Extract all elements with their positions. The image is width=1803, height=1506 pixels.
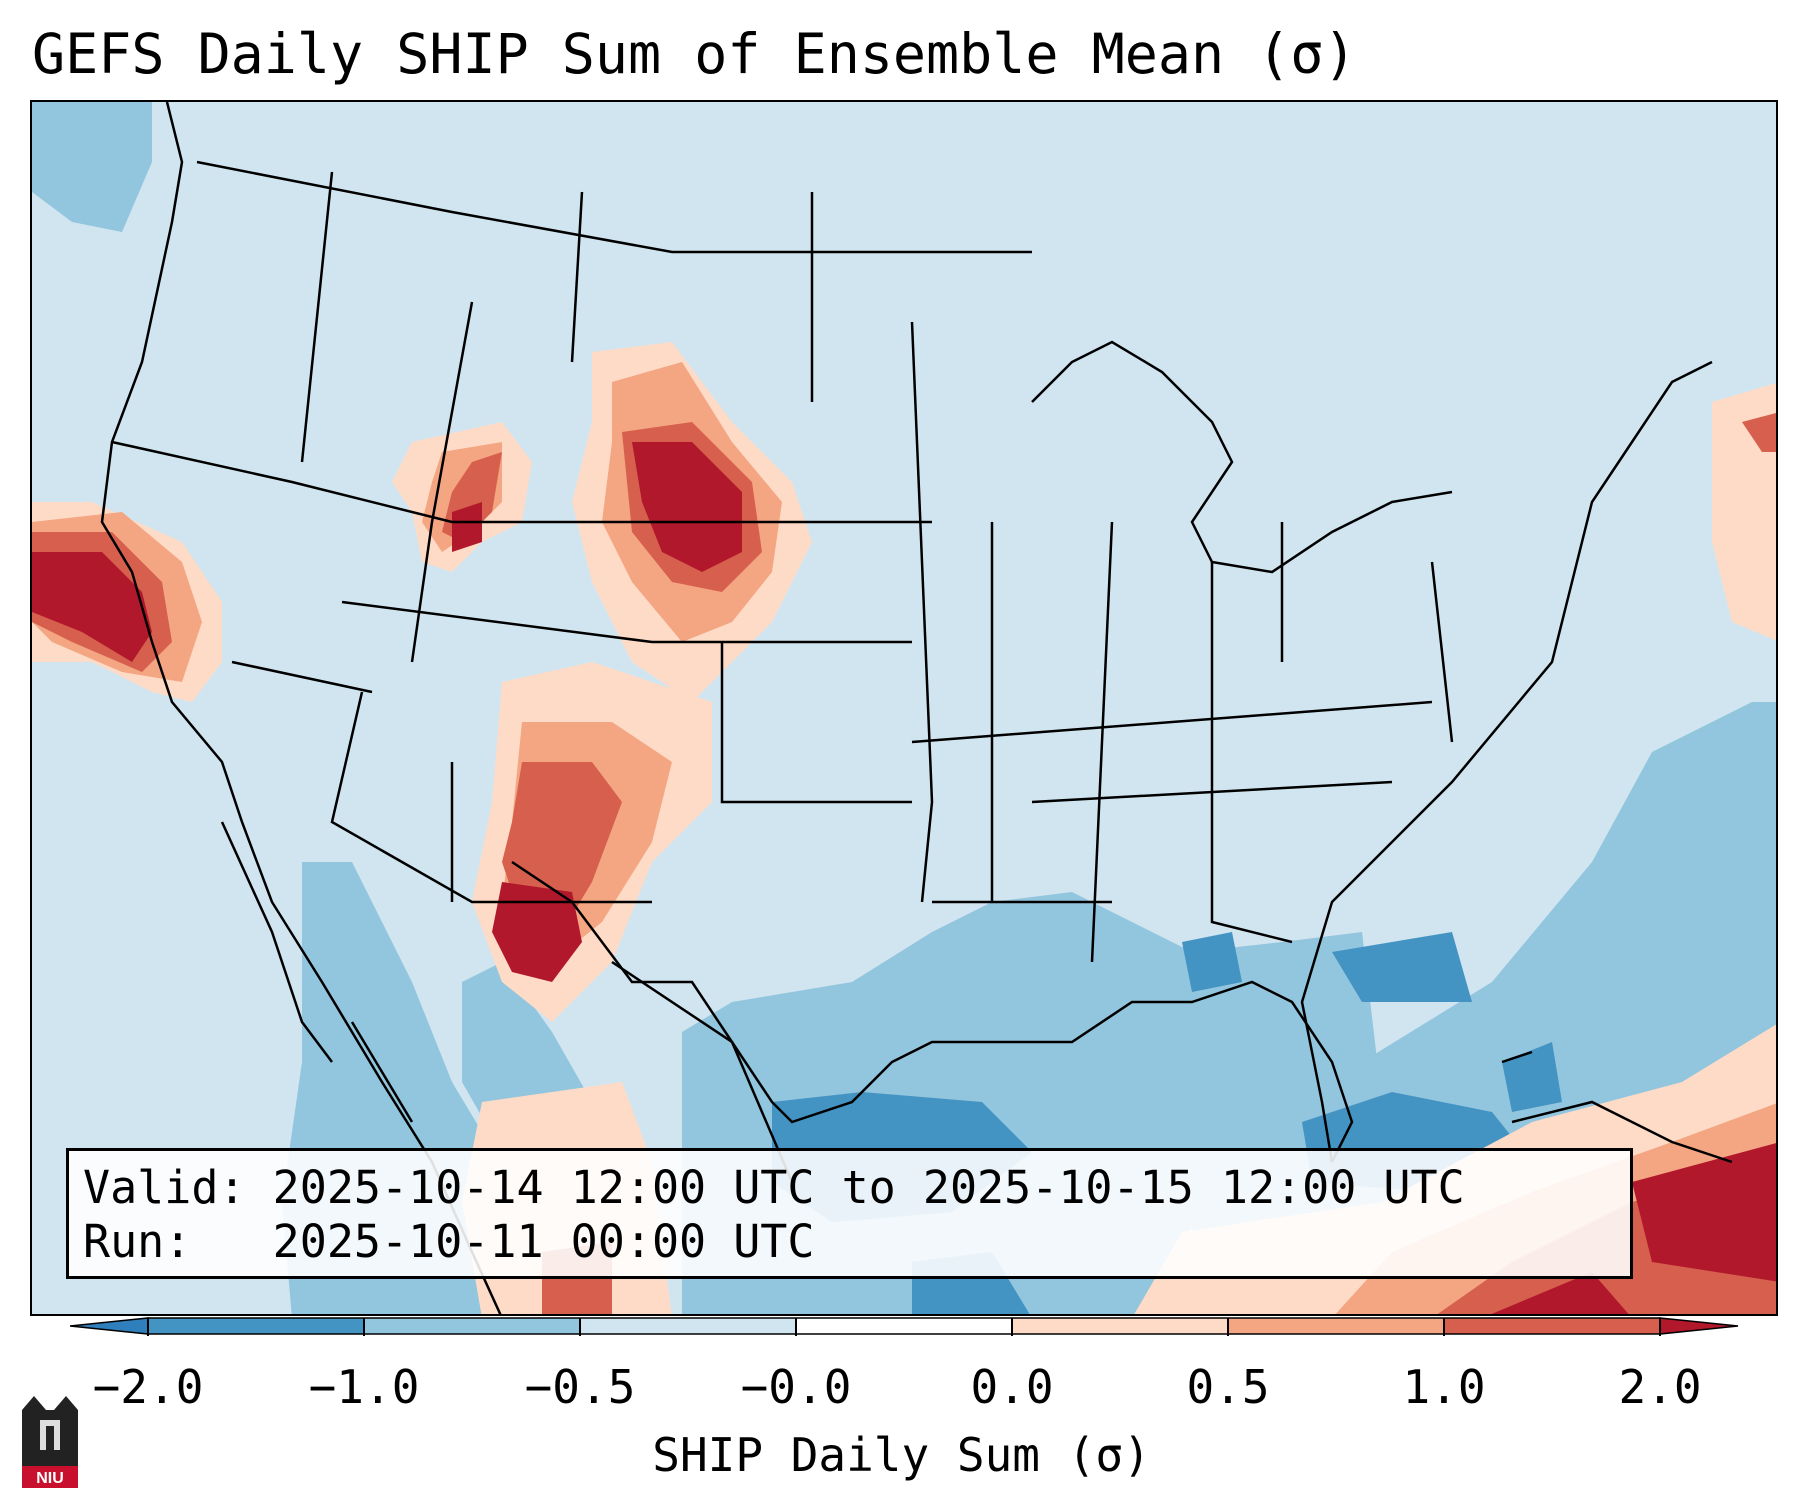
validity-info-box: Valid: 2025-10-14 12:00 UTC to 2025-10-1… [66, 1148, 1633, 1279]
colorbar-tick-label: 2.0 [1618, 1360, 1702, 1414]
map-panel [30, 100, 1778, 1316]
colorbar-tick-label: −0.5 [524, 1360, 636, 1414]
colorbar-label: SHIP Daily Sum (σ) [652, 1428, 1151, 1482]
colorbar-tick-label: −2.0 [92, 1360, 204, 1414]
map-canvas [32, 102, 1776, 1314]
colorbar-segment [580, 1318, 796, 1334]
colorbar-segment [364, 1318, 580, 1334]
run-time-line: Run: 2025-10-11 00:00 UTC [83, 1215, 815, 1268]
valid-time-line: Valid: 2025-10-14 12:00 UTC to 2025-10-1… [83, 1161, 1465, 1214]
colorbar-tick-label: −1.0 [308, 1360, 420, 1414]
political-boundaries [100, 102, 1733, 1314]
colorbar-segment [796, 1318, 1012, 1334]
colorbar-segment [1444, 1318, 1660, 1334]
niu-university-logo-icon: NIU [22, 1396, 78, 1488]
colorbar-tick-label: 1.0 [1402, 1360, 1486, 1414]
colorbar-segment [148, 1318, 364, 1334]
colorbar-segment [1012, 1318, 1228, 1334]
colorbar-extend-low [70, 1317, 149, 1335]
colorbar-extend-high [1659, 1317, 1739, 1335]
colorbar-tick-label: −0.0 [740, 1360, 852, 1414]
colorbar-tick-label: 0.5 [1186, 1360, 1270, 1414]
colorbar-segment [1228, 1318, 1444, 1334]
colorbar-tick-label: 0.0 [970, 1360, 1054, 1414]
map-title: GEFS Daily SHIP Sum of Ensemble Mean (σ) [32, 22, 1357, 86]
colorbar [70, 1317, 1739, 1336]
logo-text: NIU [36, 1470, 64, 1487]
